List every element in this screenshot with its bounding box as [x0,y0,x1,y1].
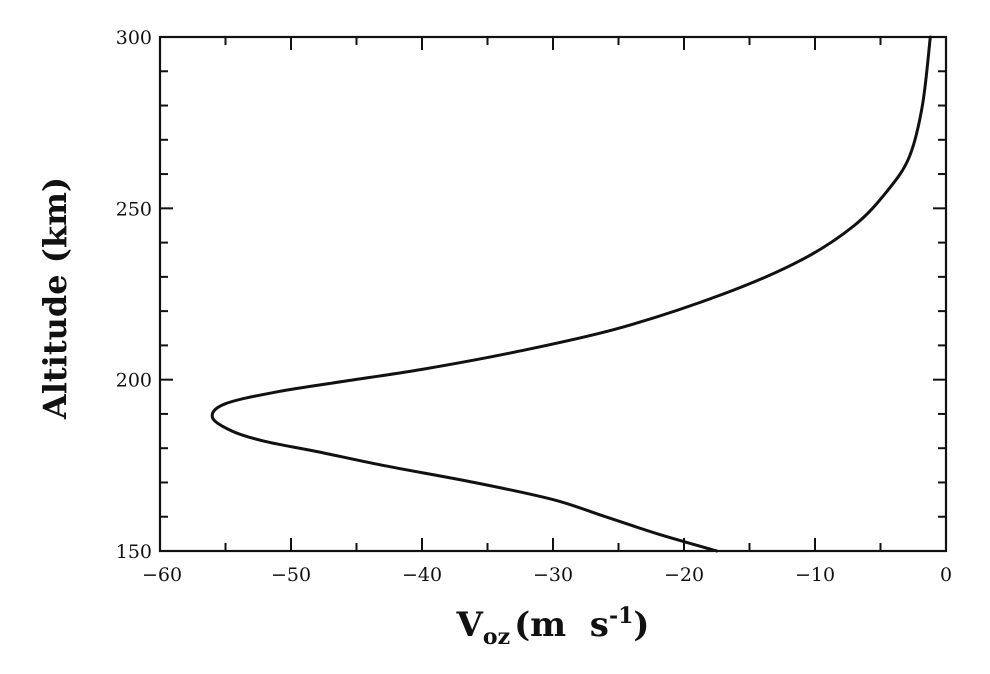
x-axis-title-main: V [456,605,484,645]
x-axis-title: Voz (m s-1) [456,603,650,650]
x-axis-title-subscript: oz [483,624,510,650]
y-tick-label: 150 [116,541,152,563]
x-tick-label: −10 [795,564,835,586]
x-tick-labels: −60 −50 −40 −30 −20 −10 0 [142,564,952,586]
y-tick-labels: 150 200 250 300 [116,27,152,563]
y-axis-title: Altitude (km) [36,177,74,420]
x-tick-label: 0 [940,564,952,586]
y-tick-label: 300 [116,27,152,49]
y-tick-label: 250 [116,198,152,220]
y-tick-label: 200 [116,370,152,392]
axis-ticks [159,36,947,552]
x-tick-label: −20 [664,564,704,586]
x-tick-label: −30 [533,564,573,586]
x-axis-title-close: ) [633,605,649,645]
x-tick-label: −50 [271,564,311,586]
series-line [210,35,932,553]
x-axis-title-superscript: -1 [609,603,633,629]
x-axis-title-unit: (m s [514,605,609,645]
plot-frame [158,35,948,553]
x-tick-label: −40 [402,564,442,586]
x-tick-label: −60 [142,564,182,586]
